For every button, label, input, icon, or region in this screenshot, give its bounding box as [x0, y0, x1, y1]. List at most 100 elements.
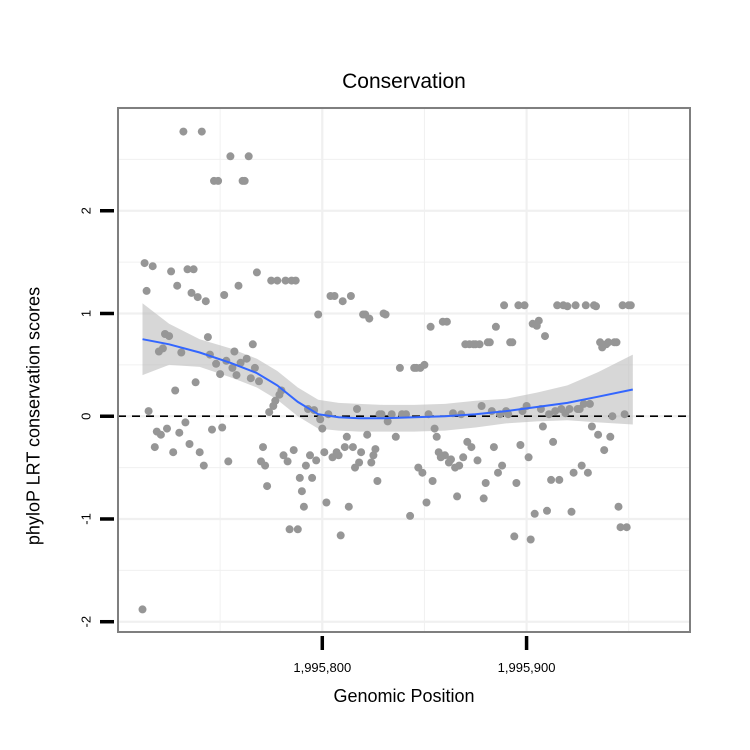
x-tick-label: 1,995,800 [293, 660, 351, 675]
data-point [606, 432, 615, 441]
data-point [330, 292, 339, 300]
data-point [524, 453, 533, 462]
data-point [320, 448, 329, 457]
data-point [579, 399, 588, 408]
data-point [430, 424, 439, 433]
data-point [148, 262, 157, 271]
data-point [367, 458, 376, 467]
data-point [261, 461, 270, 470]
data-point [526, 535, 535, 544]
data-point [459, 453, 468, 462]
data-point [259, 443, 267, 452]
data-point [312, 456, 321, 465]
data-point [543, 506, 551, 515]
data-point [208, 425, 216, 434]
data-point [265, 408, 274, 417]
data-point [246, 374, 255, 383]
data-point [355, 458, 364, 467]
data-point [373, 477, 382, 485]
data-point [353, 405, 361, 413]
data-point [594, 430, 603, 439]
data-point [163, 424, 171, 433]
data-point [387, 410, 396, 419]
data-point [608, 412, 617, 421]
data-point [534, 316, 543, 325]
data-point [322, 498, 331, 507]
data-point [467, 443, 476, 452]
data-point [475, 340, 484, 349]
data-point [618, 301, 627, 310]
data-point [442, 317, 451, 326]
data-point [426, 322, 435, 331]
data-point [512, 479, 521, 487]
data-point [228, 363, 237, 372]
data-point [277, 386, 286, 395]
y-tick-label: 2 [79, 207, 94, 214]
data-point [144, 407, 153, 416]
data-point [189, 265, 198, 274]
data-point [626, 301, 635, 310]
data-point [150, 443, 159, 452]
data-point [216, 370, 225, 379]
data-point [158, 344, 167, 353]
data-point [271, 396, 280, 405]
data-point [348, 443, 357, 452]
data-point [402, 410, 410, 419]
data-point [316, 415, 325, 424]
data-point [504, 410, 513, 419]
data-point [547, 475, 556, 484]
data-point [183, 265, 192, 274]
data-point [181, 418, 190, 427]
data-point [308, 473, 317, 482]
data-point [420, 360, 429, 369]
data-point [428, 477, 437, 485]
y-tick-label: -2 [79, 616, 94, 628]
y-tick-label: -1 [79, 513, 94, 525]
data-point [212, 359, 221, 368]
data-points [138, 127, 635, 614]
data-point [479, 494, 488, 503]
data-point [173, 281, 182, 290]
data-point [489, 443, 498, 452]
data-point [545, 410, 553, 419]
data-point [346, 292, 355, 300]
data-point [289, 446, 298, 455]
data-point [369, 451, 378, 460]
data-point [406, 511, 415, 520]
data-point [263, 482, 272, 491]
data-point [140, 259, 149, 268]
data-point [295, 473, 304, 482]
data-point [175, 428, 184, 437]
data-point [240, 176, 249, 185]
data-point [491, 322, 500, 331]
data-point [549, 437, 558, 446]
data-point [318, 424, 327, 433]
data-point [226, 152, 235, 161]
data-point [177, 348, 186, 357]
data-point [267, 276, 276, 285]
data-point [236, 358, 245, 367]
data-point [418, 468, 427, 477]
data-point [252, 268, 261, 277]
y-tick-label: 1 [79, 310, 94, 317]
data-point [612, 338, 621, 347]
data-point [538, 422, 547, 431]
data-point [230, 347, 239, 356]
y-tick-label: 0 [79, 413, 94, 420]
data-point [344, 502, 353, 511]
data-point [363, 430, 372, 439]
data-point [156, 430, 165, 439]
data-point [571, 301, 580, 310]
data-point [193, 293, 202, 302]
data-point [604, 338, 613, 347]
data-point [508, 338, 517, 347]
data-point [232, 371, 241, 380]
data-point [514, 301, 523, 310]
data-point [391, 432, 400, 441]
data-point [142, 286, 151, 295]
data-point [171, 386, 180, 395]
data-point [477, 402, 486, 410]
data-point [283, 457, 292, 466]
data-point [600, 446, 609, 455]
